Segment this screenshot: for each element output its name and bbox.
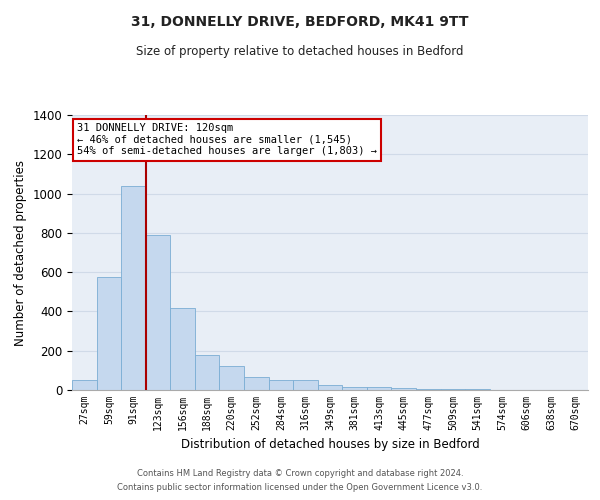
Bar	[220, 366, 244, 390]
Bar	[97, 277, 121, 390]
Bar	[440, 389, 465, 390]
Bar	[269, 380, 293, 390]
Text: Contains HM Land Registry data © Crown copyright and database right 2024.: Contains HM Land Registry data © Crown c…	[137, 468, 463, 477]
Bar	[72, 380, 97, 390]
Bar	[342, 387, 367, 390]
Bar	[391, 388, 416, 390]
Bar	[146, 235, 170, 390]
Bar	[244, 377, 269, 390]
Bar	[170, 308, 195, 390]
Bar	[293, 380, 318, 390]
Text: 31, DONNELLY DRIVE, BEDFORD, MK41 9TT: 31, DONNELLY DRIVE, BEDFORD, MK41 9TT	[131, 15, 469, 29]
Text: 31 DONNELLY DRIVE: 120sqm
← 46% of detached houses are smaller (1,545)
54% of se: 31 DONNELLY DRIVE: 120sqm ← 46% of detac…	[77, 123, 377, 156]
Text: Size of property relative to detached houses in Bedford: Size of property relative to detached ho…	[136, 45, 464, 58]
Bar	[416, 389, 440, 390]
Y-axis label: Number of detached properties: Number of detached properties	[14, 160, 27, 346]
Bar	[121, 186, 146, 390]
Bar	[367, 387, 391, 390]
Bar	[195, 354, 220, 390]
Bar	[318, 385, 342, 390]
X-axis label: Distribution of detached houses by size in Bedford: Distribution of detached houses by size …	[181, 438, 479, 452]
Text: Contains public sector information licensed under the Open Government Licence v3: Contains public sector information licen…	[118, 484, 482, 492]
